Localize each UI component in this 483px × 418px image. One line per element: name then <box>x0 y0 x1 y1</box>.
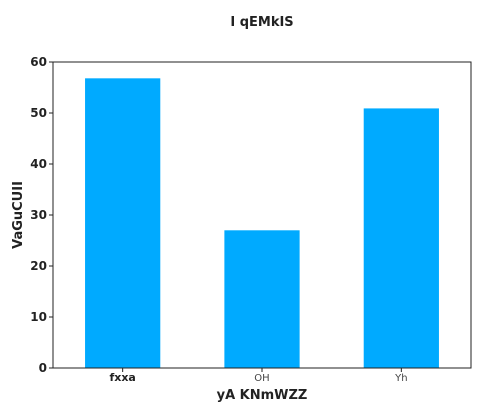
y-axis-label: VaGuCUII <box>11 181 26 249</box>
x-tick-label: OH <box>254 373 269 384</box>
y-tick-label: 0 <box>39 361 47 375</box>
chart-title: I qEMkIS <box>230 15 293 30</box>
y-tick-label: 60 <box>30 55 47 69</box>
bar-oh <box>224 230 300 368</box>
x-axis-label: yA KNmWZZ <box>217 388 308 403</box>
bar-yh <box>363 108 439 368</box>
y-axis-ticks: 0 10 20 30 40 50 60 <box>30 55 53 375</box>
y-tick-label: 40 <box>30 157 47 171</box>
bars-group <box>85 78 439 368</box>
x-tick-label: Yh <box>394 373 407 384</box>
y-tick-label: 20 <box>30 259 47 273</box>
x-axis-ticks: fxxa OH Yh <box>109 368 408 384</box>
y-tick-label: 30 <box>30 208 47 222</box>
y-tick-label: 10 <box>30 310 47 324</box>
y-tick-label: 50 <box>30 106 47 120</box>
x-tick-label: fxxa <box>109 371 135 384</box>
bar-fxxa <box>85 78 161 368</box>
